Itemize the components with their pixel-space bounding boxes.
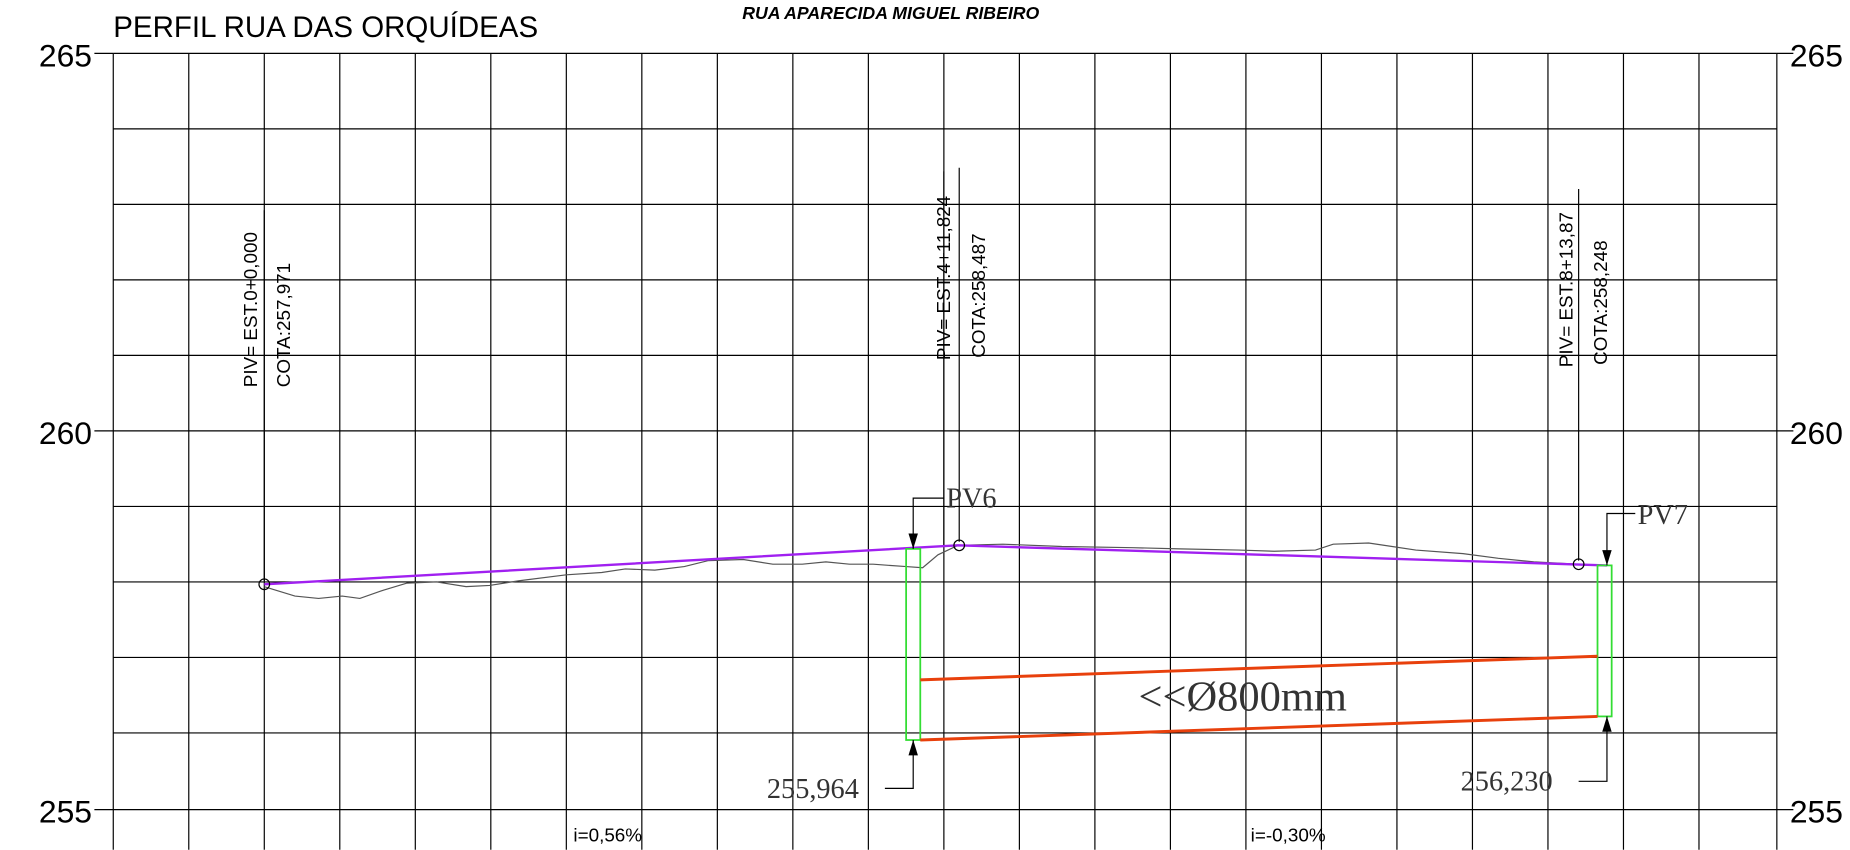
terrain-line xyxy=(264,542,1607,600)
piv-station: PIV= EST.0+0,000 xyxy=(240,232,261,387)
piv-elevation: COTA:258,487 xyxy=(968,233,989,357)
piv-marker xyxy=(1572,558,1585,571)
piv-station: PIV= EST.4+11,824 xyxy=(933,196,954,360)
slope-label: i=-0,30% xyxy=(1251,824,1326,845)
subtitle: RUA APARECIDA MIGUEL RIBEIRO xyxy=(742,3,1039,23)
pipe-invert xyxy=(920,714,1598,742)
axis-label: 260 xyxy=(39,415,92,451)
slope-label: i=0,56% xyxy=(573,824,642,845)
piv-station: PIV= EST.8+13,87 xyxy=(1556,212,1577,367)
piv-marker xyxy=(258,578,271,591)
leader xyxy=(1606,512,1636,566)
invert-label: 255,964 xyxy=(767,774,859,805)
piv-marker xyxy=(953,539,966,552)
leader xyxy=(884,740,914,789)
pipe-crown xyxy=(920,654,1598,682)
piv-elevation: COTA:257,971 xyxy=(273,263,294,387)
arrow xyxy=(1602,550,1612,566)
axis-label: 255 xyxy=(39,794,92,830)
piv-elevation: COTA:258,248 xyxy=(1590,240,1611,364)
arrow xyxy=(908,740,918,756)
vertical-grid xyxy=(112,53,1778,850)
axis-label: 260 xyxy=(1790,415,1843,451)
axis-label: 265 xyxy=(39,37,92,73)
grade-line xyxy=(264,544,1607,586)
manhole xyxy=(905,547,922,741)
leader xyxy=(912,497,944,549)
arrow xyxy=(1602,716,1612,732)
manhole-label: PV7 xyxy=(1638,500,1688,531)
pipe-label: <<Ø800mm xyxy=(1139,674,1347,721)
axis-label: 255 xyxy=(1790,794,1843,830)
manhole xyxy=(1596,564,1613,718)
invert-label: 256,230 xyxy=(1461,767,1553,798)
manhole-label: PV6 xyxy=(946,484,996,515)
arrow xyxy=(908,533,918,549)
leader xyxy=(1578,716,1608,782)
axis-label: 265 xyxy=(1790,37,1843,73)
title: PERFIL RUA DAS ORQUÍDEAS xyxy=(113,11,538,44)
